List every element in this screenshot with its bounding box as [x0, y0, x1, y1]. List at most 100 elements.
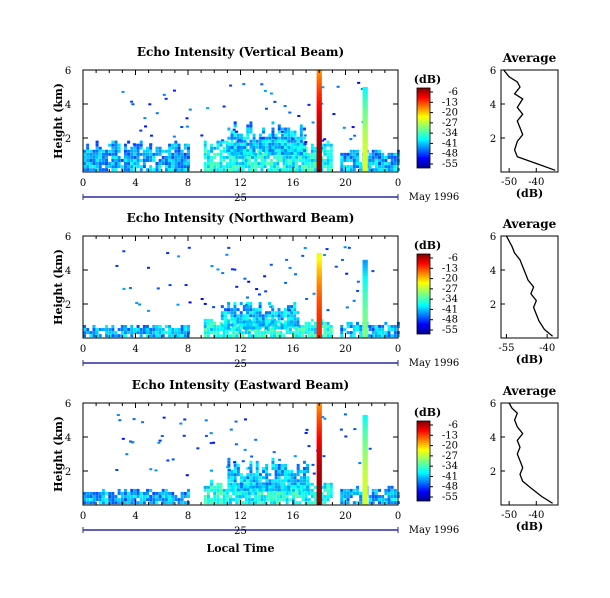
echo-cell [288, 165, 292, 169]
echo-cell [276, 331, 280, 335]
echo-cell [276, 149, 280, 153]
echo-cell [233, 152, 237, 155]
echo-cell [352, 501, 356, 505]
echo-cell [268, 473, 272, 477]
echo-cell [219, 324, 223, 328]
echo-cell [222, 155, 226, 159]
echo-speck [206, 107, 210, 110]
echo-cell [274, 463, 278, 467]
echo-cell [155, 328, 159, 332]
echo-cell [127, 149, 131, 153]
echo-cell [286, 311, 290, 315]
echo-speck [303, 143, 307, 146]
echo-cell [371, 324, 375, 328]
y-axis-label: Height (km) [52, 416, 65, 492]
echo-cell [120, 324, 124, 328]
echo-cell [323, 321, 327, 325]
echo-cell [114, 495, 118, 499]
echo-cell [378, 334, 382, 338]
echo-cell [378, 501, 382, 505]
convective-cell-1 [316, 457, 322, 462]
echo-cell [232, 155, 236, 159]
echo-cell [136, 501, 140, 505]
echo-cell [220, 323, 224, 327]
echo-cell [244, 140, 248, 144]
echo-cell [356, 501, 359, 505]
echo-cell [307, 498, 311, 502]
echo-speck [212, 306, 216, 309]
echo-cell [349, 321, 353, 325]
echo-cell [263, 321, 267, 325]
echo-cell [183, 158, 187, 162]
echo-cell [326, 334, 330, 338]
echo-cell [265, 136, 269, 140]
echo-cell [304, 488, 308, 492]
echo-cell [390, 498, 394, 502]
convective-cell-1 [316, 161, 322, 166]
echo-cell [233, 145, 237, 149]
echo-cell [390, 162, 394, 166]
echo-cell [86, 491, 90, 495]
echo-cell [307, 485, 311, 489]
echo-cell [301, 168, 305, 172]
echo-speck [125, 453, 129, 456]
echo-speck [293, 455, 297, 458]
echo-cell [276, 158, 280, 162]
echo-cell [95, 140, 99, 144]
echo-cell [295, 162, 299, 166]
echo-cell [216, 328, 220, 332]
echo-cell [299, 152, 303, 155]
echo-cell [239, 136, 243, 140]
colorbar-tick-label: -13 [442, 97, 458, 108]
echo-speck [357, 81, 361, 84]
echo-cell [146, 495, 149, 499]
colorbar-tick-label: -13 [442, 263, 458, 274]
echo-cell [393, 501, 397, 505]
echo-cell [152, 152, 156, 156]
echo-cell [280, 466, 284, 470]
echo-cell [213, 162, 217, 166]
echo-cell [255, 473, 259, 477]
echo-cell [120, 491, 124, 495]
echo-cell [257, 331, 261, 335]
echo-speck [185, 117, 189, 120]
echo-cell [269, 482, 273, 486]
echo-cell [340, 324, 344, 328]
echo-cell [295, 491, 299, 495]
echo-cell [374, 155, 378, 159]
echo-cell [206, 155, 210, 159]
echo-cell [158, 165, 162, 169]
convective-cell-1 [316, 100, 322, 105]
echo-cell [244, 155, 248, 159]
echo-cell [263, 488, 267, 492]
echo-cell [298, 488, 302, 492]
echo-cell [285, 328, 289, 332]
echo-cell [164, 158, 168, 162]
echo-cell [123, 498, 127, 502]
echo-cell [239, 302, 243, 306]
echo-cell [133, 495, 137, 499]
echo-cell [310, 324, 314, 328]
echo-cell [307, 501, 311, 505]
echo-cell [149, 168, 153, 172]
echo-cell [262, 470, 266, 474]
echo-cell [368, 328, 372, 332]
echo-cell [228, 488, 232, 492]
echo-cell [285, 491, 289, 495]
echo-cell [235, 491, 239, 495]
echo-cell [306, 479, 310, 483]
echo-cell [130, 168, 134, 172]
echo-cell [343, 168, 347, 172]
echo-cell [261, 320, 265, 324]
echo-cell [280, 142, 284, 146]
echo-cell [233, 482, 237, 486]
convective-cell-2 [362, 143, 368, 147]
echo-cell [111, 168, 115, 172]
echo-cell [374, 162, 378, 166]
convective-cell-1 [316, 413, 322, 418]
echo-cell [241, 168, 245, 172]
echo-cell [349, 155, 353, 159]
echo-cell [273, 331, 277, 335]
echo-cell [216, 162, 220, 166]
echo-cell [235, 328, 239, 332]
